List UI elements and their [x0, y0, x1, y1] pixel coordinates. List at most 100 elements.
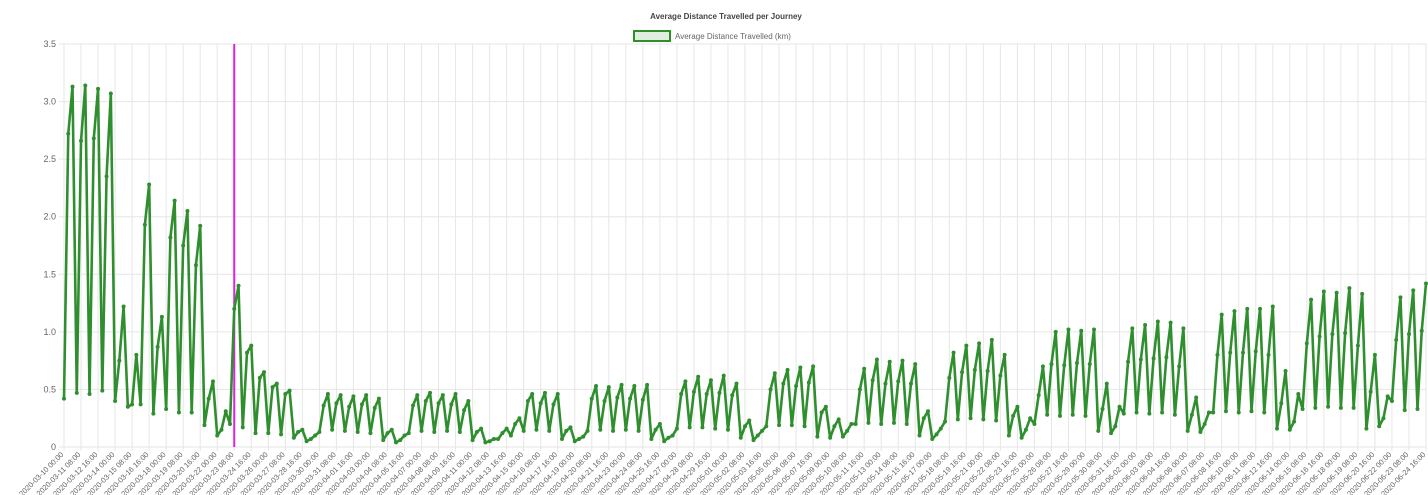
data-point: [977, 341, 982, 346]
data-point: [151, 411, 156, 416]
data-point: [487, 439, 492, 444]
data-point: [483, 440, 488, 445]
data-point: [393, 440, 398, 445]
data-point: [1296, 392, 1301, 397]
data-point: [734, 381, 739, 386]
data-point: [636, 428, 641, 433]
data-point: [283, 392, 288, 397]
data-point: [308, 436, 313, 441]
data-point: [559, 436, 564, 441]
data-point: [896, 379, 901, 384]
data-point: [1300, 407, 1305, 412]
data-point: [1381, 416, 1386, 421]
chart-title: Average Distance Travelled per Journey: [650, 12, 802, 21]
data-point: [1411, 288, 1416, 293]
data-point: [1100, 407, 1105, 412]
data-point: [904, 421, 909, 426]
data-point: [385, 431, 390, 436]
data-point: [819, 410, 824, 415]
data-point: [134, 352, 139, 357]
data-point: [1189, 412, 1194, 417]
data-point: [1079, 328, 1084, 333]
data-point: [381, 438, 386, 443]
data-point: [266, 431, 271, 436]
data-point: [372, 405, 377, 410]
data-point: [862, 366, 867, 371]
data-point: [917, 433, 922, 438]
data-point: [1168, 320, 1173, 325]
data-point: [572, 439, 577, 444]
data-point: [449, 402, 454, 407]
data-point: [364, 393, 369, 398]
data-point: [1389, 398, 1394, 403]
data-point: [747, 418, 752, 423]
data-point: [1283, 369, 1288, 374]
data-point: [1223, 409, 1228, 414]
data-point: [955, 417, 960, 422]
data-point: [193, 263, 198, 268]
data-point: [874, 357, 879, 362]
data-point: [74, 390, 79, 395]
data-point: [215, 433, 220, 438]
data-point: [185, 208, 190, 213]
data-point: [964, 343, 969, 348]
y-tick-label: 1.5: [43, 269, 56, 279]
data-point: [142, 222, 147, 227]
data-point: [679, 392, 684, 397]
data-point: [159, 314, 164, 319]
data-point: [687, 425, 692, 430]
data-point: [1364, 426, 1369, 431]
data-point: [696, 374, 701, 379]
data-point: [419, 428, 424, 433]
data-point: [908, 381, 913, 386]
data-point: [411, 403, 416, 408]
data-point: [1049, 362, 1054, 367]
data-point: [1351, 405, 1356, 410]
data-point: [960, 370, 965, 375]
data-point: [530, 392, 535, 397]
data-point: [1355, 343, 1360, 348]
data-point: [287, 388, 292, 393]
data-point: [87, 392, 92, 397]
data-point: [66, 131, 71, 136]
data-point: [423, 398, 428, 403]
data-point: [760, 428, 765, 433]
data-point: [96, 86, 101, 91]
data-point: [1117, 404, 1122, 409]
data-point: [1287, 427, 1292, 432]
data-point: [291, 435, 296, 440]
data-point: [589, 396, 594, 401]
data-point: [1083, 413, 1088, 418]
data-point: [640, 397, 645, 402]
data-point: [666, 435, 671, 440]
data-point: [1066, 327, 1071, 332]
data-point: [662, 439, 667, 444]
data-point: [470, 438, 475, 443]
data-point: [453, 392, 458, 397]
data-point: [117, 358, 122, 363]
data-point: [296, 430, 301, 435]
data-point: [164, 407, 169, 412]
data-point: [342, 428, 347, 433]
data-point: [1347, 286, 1352, 291]
data-point: [836, 417, 841, 422]
data-point: [253, 431, 258, 436]
data-point: [138, 402, 143, 407]
data-point: [1151, 356, 1156, 361]
data-point: [79, 138, 84, 143]
data-point: [900, 358, 905, 363]
data-point: [91, 136, 96, 141]
data-point: [853, 421, 858, 426]
data-point: [359, 402, 364, 407]
data-point: [1092, 327, 1097, 332]
data-point: [274, 381, 279, 386]
data-point: [930, 436, 935, 441]
data-point: [700, 425, 705, 430]
data-point: [376, 396, 381, 401]
data-point: [1415, 407, 1420, 412]
data-point: [457, 430, 462, 435]
data-point: [445, 428, 450, 433]
data-point: [240, 425, 245, 430]
data-point: [1181, 326, 1186, 331]
data-point: [432, 430, 437, 435]
